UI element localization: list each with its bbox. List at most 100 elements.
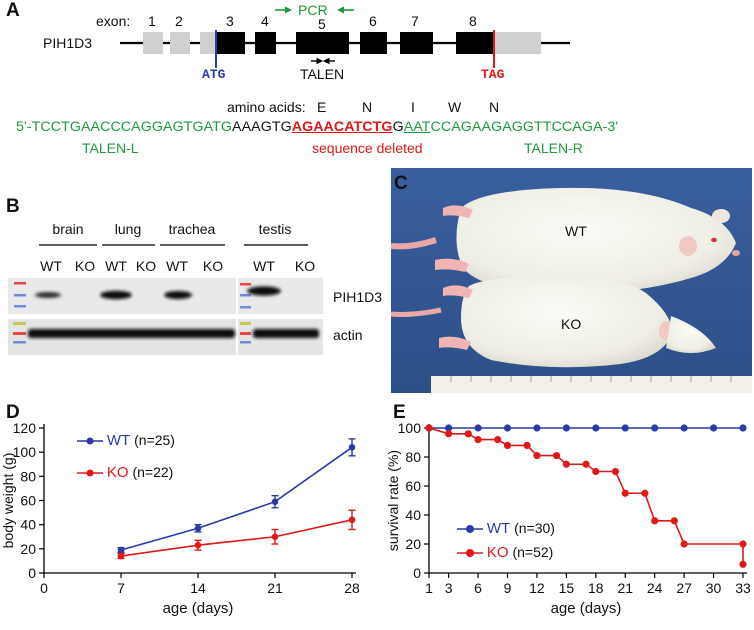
lane-label: KO	[74, 258, 96, 274]
talen-r-label: TALEN-R	[524, 140, 583, 156]
exon-number-3: 3	[226, 13, 234, 29]
tag-label: TAG	[481, 67, 505, 82]
exon-3	[216, 32, 245, 54]
data-point-KO	[445, 430, 453, 438]
x-tick-label: 24	[647, 580, 663, 596]
exon-7	[400, 32, 433, 54]
x-tick-label: 7	[117, 580, 125, 596]
pcr-forward-arrow	[275, 6, 292, 14]
y-tick-label: 20	[405, 536, 421, 552]
rat-label-ko: KO	[561, 316, 582, 332]
data-point-KO	[611, 467, 620, 476]
lane-label: WT	[105, 258, 127, 274]
data-point-KO	[680, 540, 688, 548]
lane-label: WT	[253, 258, 275, 274]
y-tick-label: 80	[20, 468, 36, 484]
exon-3-utr	[200, 32, 217, 54]
actin-bands-testis	[253, 329, 319, 338]
legend-ko-d-n: (n=22)	[132, 464, 174, 480]
lane-label: KO	[135, 258, 157, 274]
panel-a-letter: A	[6, 0, 20, 21]
exon-number-1: 1	[148, 13, 156, 29]
y-tick-label: 20	[20, 541, 36, 557]
band-lung-wt	[100, 290, 132, 300]
seq-talen-l: 5'-TCCTGAACCCAGGAGTGATG	[16, 119, 232, 135]
amino-acid-5: N	[489, 99, 500, 115]
exon-8-utr	[494, 32, 541, 54]
seq-g: G	[392, 119, 404, 135]
exon-number-7: 7	[411, 13, 419, 29]
gene-name: PIH1D3	[43, 35, 93, 51]
panel-e-letter: E	[393, 402, 406, 423]
tissue-lung: lung	[114, 221, 142, 237]
data-point-WT	[503, 424, 512, 432]
band-label-actin: actin	[333, 327, 363, 343]
data-point-KO	[194, 541, 202, 549]
rat-photo	[391, 168, 752, 393]
data-point-KO	[474, 436, 482, 444]
lane-label: KO	[202, 258, 224, 274]
data-point-WT	[533, 424, 541, 432]
data-point-KO	[739, 560, 747, 568]
data-point-WT	[709, 424, 718, 432]
data-point-KO	[523, 441, 531, 449]
legend-wt-e: WT (n=30)	[457, 520, 555, 537]
tissue-trachea: trachea	[168, 221, 216, 237]
panel-c-letter: C	[394, 173, 408, 194]
y-tick-label: 60	[405, 478, 421, 494]
lane-label: WT	[166, 258, 188, 274]
data-point-KO	[582, 460, 590, 468]
western-blot	[8, 278, 323, 355]
lane-label: WT	[40, 258, 62, 274]
x-tick-label: 15	[559, 580, 575, 596]
pcr-label: PCR	[298, 2, 328, 18]
data-point-KO	[562, 460, 570, 468]
data-point-WT	[592, 424, 600, 432]
tissue-testis: testis	[258, 221, 292, 237]
exon-6	[360, 32, 387, 54]
x-tick-label: 6	[474, 580, 482, 596]
data-point-KO	[670, 517, 678, 525]
pcr-reverse-arrow	[337, 6, 354, 14]
exon-number-5: 5	[318, 16, 326, 32]
x-tick-label: 28	[344, 580, 360, 596]
x-tick-label: 30	[706, 580, 722, 596]
exon-2	[170, 32, 190, 54]
y-tick-label: 120	[13, 420, 37, 436]
x-tick-label: 33	[735, 580, 751, 596]
actin-bands	[28, 329, 235, 338]
data-point-WT	[621, 424, 629, 432]
legend-ko-e: KO (n=52)	[457, 544, 553, 561]
data-point-WT	[739, 424, 747, 432]
seq-spacer: AAAGTG	[232, 119, 292, 135]
x-axis-label: age (days)	[163, 600, 234, 617]
data-point-KO	[552, 451, 561, 460]
data-point-KO	[592, 467, 600, 476]
x-tick-label: 14	[190, 580, 206, 596]
series-line-WT	[120, 446, 353, 551]
atg-label: ATG	[202, 67, 226, 82]
data-point-WT	[117, 546, 125, 554]
amino-acid-4: W	[448, 99, 462, 115]
seq-aat: AAT	[403, 119, 431, 135]
legend-wt-d-n: (n=25)	[134, 432, 175, 448]
y-tick-label: 60	[20, 493, 36, 509]
data-point-WT	[562, 424, 570, 432]
y-axis-label: survival rate (%)	[385, 450, 401, 551]
seq-deleted: AGAACATCTG	[291, 119, 393, 135]
ruler	[431, 376, 752, 393]
lane-label: KO	[294, 258, 316, 274]
x-tick-label: 18	[588, 580, 604, 596]
exon-4	[255, 32, 276, 54]
exon-8	[456, 32, 494, 54]
legend-wt-e-label: WT	[486, 520, 511, 537]
legend-ko-d: KO (n=22)	[77, 464, 173, 481]
body-weight-chart: 0 20 40 60 80 100 120 0 7 14 21 28 age (days) body we…	[0, 420, 360, 617]
exon-1	[143, 32, 163, 54]
legend-wt-d-label: WT	[106, 432, 131, 449]
talen-l-label: TALEN-L	[82, 140, 139, 156]
x-axis-label: age (days)	[551, 600, 622, 617]
data-point-KO	[641, 489, 649, 497]
amino-acid-3: I	[411, 99, 415, 115]
talen-arrows	[311, 57, 335, 65]
